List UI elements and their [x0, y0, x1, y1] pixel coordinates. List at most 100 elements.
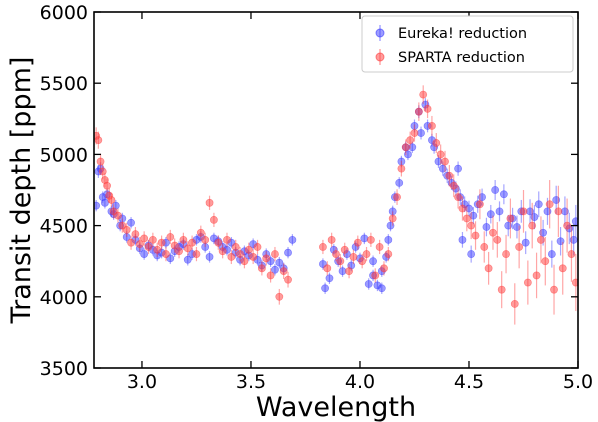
data-point [127, 218, 135, 227]
data-point [554, 207, 563, 216]
data-point [541, 257, 550, 266]
data-point [135, 240, 144, 249]
data-point [558, 264, 567, 273]
plot-frame [93, 11, 579, 369]
data-point [384, 250, 393, 258]
data-point [506, 214, 515, 223]
data-point [94, 136, 103, 145]
data-point [502, 250, 510, 258]
data-point [179, 235, 188, 244]
data-point [510, 300, 519, 308]
data-point [107, 196, 116, 204]
y-tick-label: 5000 [40, 144, 88, 166]
data-point [547, 250, 556, 258]
data-point [140, 250, 149, 258]
data-point [338, 267, 347, 276]
data-point [188, 238, 197, 247]
legend-box [361, 15, 574, 73]
data-point [386, 221, 395, 230]
data-point [201, 235, 210, 244]
data-point [499, 190, 508, 199]
data-point [521, 238, 530, 247]
data-point [484, 264, 493, 273]
data-point [323, 264, 332, 273]
data-point [362, 250, 371, 258]
data-point [127, 238, 135, 247]
data-point [369, 257, 377, 266]
data-point [284, 248, 292, 257]
data-point [366, 235, 375, 244]
data-point [406, 136, 415, 145]
data-point [196, 228, 205, 237]
data-point [532, 271, 541, 280]
data-point [495, 207, 504, 216]
data-point [445, 171, 454, 180]
data-point [530, 213, 539, 221]
data-point [98, 167, 107, 176]
data-point [397, 164, 406, 173]
x-axis-label: Wavelength [256, 392, 416, 422]
data-point [471, 231, 480, 240]
data-point [513, 223, 521, 231]
series-layer [94, 85, 578, 325]
data-point [332, 250, 340, 258]
data-point [223, 235, 231, 244]
data-point [227, 253, 236, 261]
data-point [249, 253, 258, 261]
data-point [349, 253, 358, 261]
data-point [253, 243, 262, 251]
data-point [384, 235, 393, 244]
data-point [432, 139, 441, 147]
data-point [550, 285, 558, 294]
x-tick-label: 3.0 [127, 371, 157, 393]
data-point [325, 274, 334, 283]
y-axis-label: Transit depth [ppm] [6, 57, 37, 325]
data-point [556, 237, 565, 246]
legend: Eureka! reduction SPARTA reduction [361, 15, 574, 73]
data-point [419, 90, 428, 99]
data-point [262, 254, 271, 263]
data-point [563, 221, 571, 230]
data-point [157, 238, 166, 247]
data-point [545, 200, 554, 209]
legend-label: SPARTA reduction [398, 50, 525, 66]
data-point [122, 225, 131, 234]
data-point [140, 234, 149, 243]
data-point [467, 221, 476, 230]
data-point [275, 258, 284, 267]
data-point [94, 201, 101, 210]
data-point [144, 243, 153, 251]
data-point [404, 150, 412, 159]
data-point [275, 292, 284, 301]
data-point [360, 234, 369, 243]
data-point [266, 271, 275, 280]
data-point [414, 107, 423, 116]
data-point [340, 245, 349, 254]
data-point [497, 285, 506, 294]
legend-entries: Eureka! reduction SPARTA reduction [375, 25, 527, 66]
data-point [358, 257, 367, 266]
data-point [279, 267, 288, 276]
data-point [327, 235, 336, 244]
data-point [336, 257, 345, 266]
data-point [480, 243, 489, 251]
legend-entry-eureka: Eureka! reduction [375, 25, 527, 42]
data-point [454, 164, 462, 173]
data-point [486, 210, 495, 219]
legend-marker [375, 28, 385, 38]
data-point [148, 235, 157, 244]
y-tick-label: 6000 [40, 2, 88, 24]
ticks-layer: 3.0 3.5 4.0 4.5 5.0 3500 4000 4500 5000 5500 6000 [40, 2, 593, 393]
data-point [380, 264, 388, 273]
data-point [236, 250, 244, 258]
data-point [537, 235, 545, 244]
data-point [284, 275, 292, 284]
data-point [489, 228, 497, 237]
data-point [482, 223, 491, 231]
data-point [571, 217, 578, 226]
data-point [552, 196, 561, 204]
data-point [210, 216, 218, 224]
data-point [288, 235, 297, 244]
data-point [345, 267, 353, 276]
data-point [475, 200, 484, 209]
